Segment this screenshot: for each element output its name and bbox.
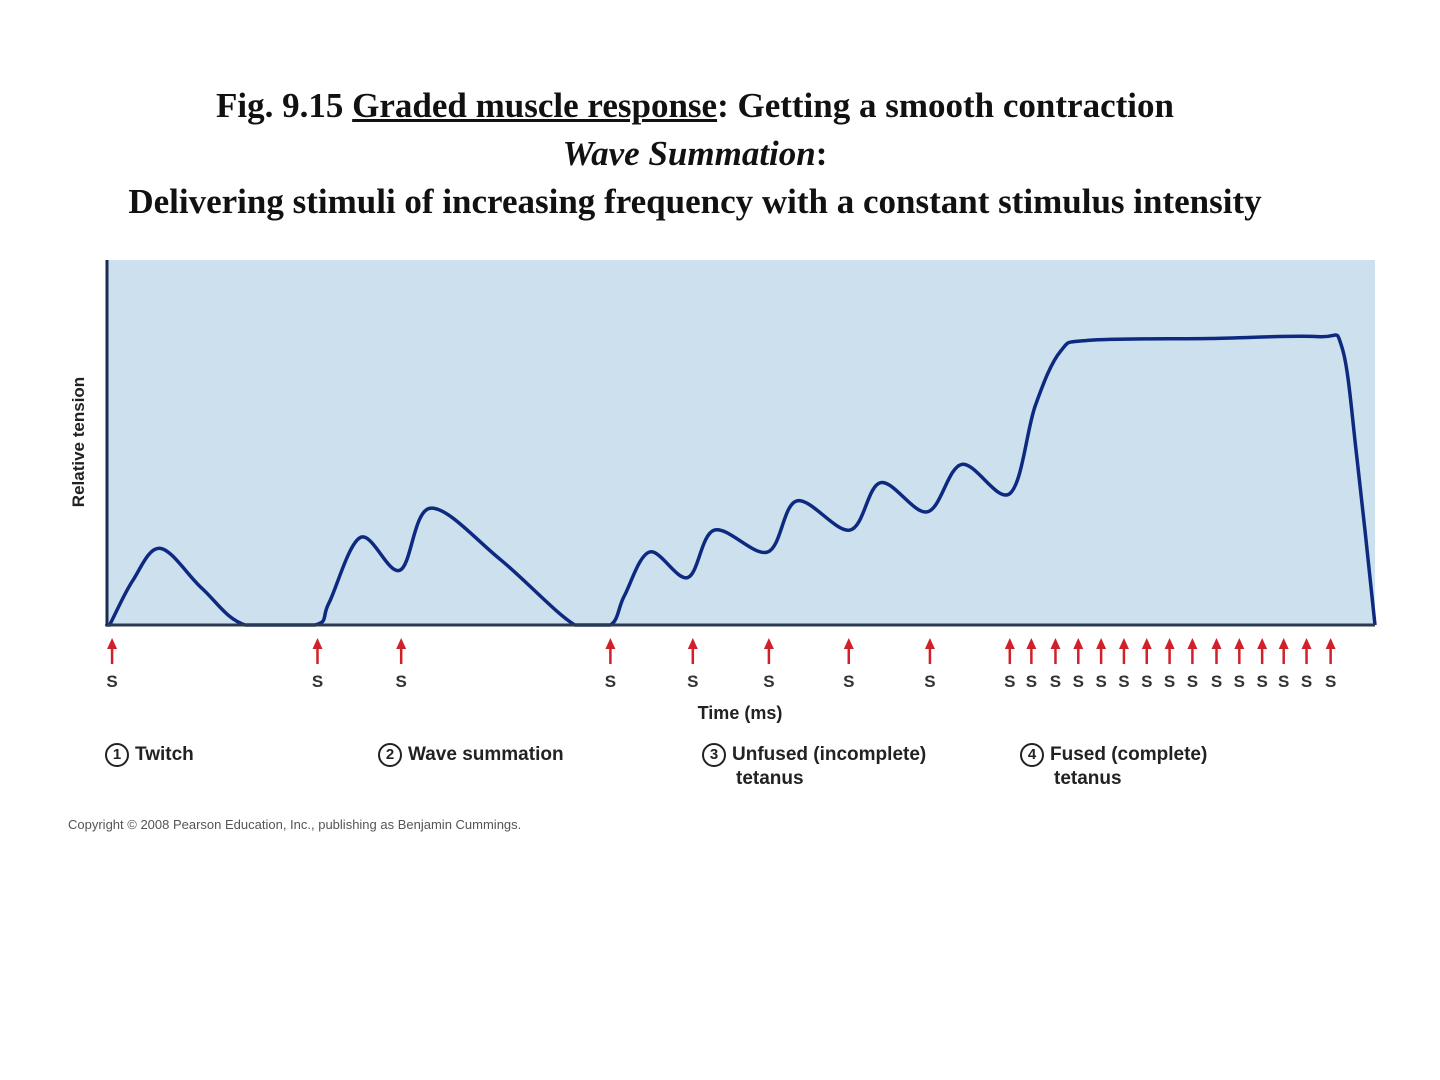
stimulus-arrowhead-icon xyxy=(1257,638,1268,649)
phase-label-line2: tetanus xyxy=(736,768,804,790)
phase-label: Unfused (incomplete) xyxy=(732,744,927,766)
title-underlined: Graded muscle response xyxy=(352,86,718,125)
stimulus-arrowhead-icon xyxy=(312,638,323,649)
stimulus-arrowhead-icon xyxy=(1164,638,1175,649)
stimulus-marker: S xyxy=(1256,638,1268,691)
stimulus-marker: S xyxy=(396,638,407,691)
stimulus-arrowhead-icon xyxy=(1004,638,1015,649)
stimulus-label: S xyxy=(1118,672,1129,691)
stimulus-arrowhead-icon xyxy=(843,638,854,649)
stimulus-marker: S xyxy=(1234,638,1245,691)
stimulus-marker: S xyxy=(1211,638,1222,691)
stimulus-marker: S xyxy=(1187,638,1198,691)
stimulus-arrowhead-icon xyxy=(1234,638,1245,649)
stimulus-arrowhead-icon xyxy=(1325,638,1336,649)
stimulus-marker: S xyxy=(1118,638,1130,691)
stimulus-label: S xyxy=(1278,672,1289,691)
stimulus-label: S xyxy=(1325,672,1336,691)
stimulus-label: S xyxy=(1141,672,1152,691)
stimulus-marker: S xyxy=(687,638,698,691)
stimulus-arrowhead-icon xyxy=(107,638,118,649)
stimulus-label: S xyxy=(1026,672,1037,691)
phase-4-legend: 4 Fused (complete) tetanus xyxy=(1020,743,1207,791)
stimulus-marker: S xyxy=(1050,638,1061,691)
stimulus-label: S xyxy=(396,672,407,691)
phase-number: 3 xyxy=(702,743,726,767)
stimulus-marker: S xyxy=(605,638,616,691)
subtitle-suffix: : xyxy=(815,134,828,173)
subtitle-italic: Wave Summation xyxy=(562,134,816,173)
phase-label-line2: tetanus xyxy=(1054,768,1122,790)
stimulus-arrowhead-icon xyxy=(1050,638,1061,649)
stimulus-arrowhead-icon xyxy=(1073,638,1084,649)
stimulus-marker: S xyxy=(1004,638,1015,691)
stimulus-label: S xyxy=(924,672,935,691)
title-suffix: : Getting a smooth contraction xyxy=(717,86,1174,125)
phase-label: Twitch xyxy=(135,744,194,766)
phase-label: Wave summation xyxy=(408,744,564,766)
stimulus-label: S xyxy=(1256,672,1267,691)
stimulus-label: S xyxy=(1211,672,1222,691)
stimulus-marker: S xyxy=(843,638,854,691)
stimulus-marker: S xyxy=(1095,638,1107,691)
stimulus-marker: S xyxy=(312,638,323,691)
phase-number: 1 xyxy=(105,743,129,767)
stimulus-arrowhead-icon xyxy=(605,638,616,649)
stimulus-arrowhead-icon xyxy=(1141,638,1152,649)
stimulus-label: S xyxy=(106,672,117,691)
stimulus-label: S xyxy=(1301,672,1312,691)
stimulus-arrowhead-icon xyxy=(1278,638,1289,649)
stimulus-arrowhead-icon xyxy=(1187,638,1198,649)
stimulus-label: S xyxy=(312,672,323,691)
stimulus-marker: S xyxy=(1301,638,1312,691)
stimulus-label: S xyxy=(687,672,698,691)
stimulus-label: S xyxy=(1187,672,1198,691)
stimulus-arrowhead-icon xyxy=(1096,638,1107,649)
stimulus-marker: S xyxy=(1325,638,1336,691)
stimulus-marker: S xyxy=(1073,638,1084,691)
stimulus-marker: S xyxy=(1141,638,1152,691)
plot-background xyxy=(107,260,1375,625)
stimulus-label: S xyxy=(1164,672,1175,691)
phase-2-legend: 2 Wave summation xyxy=(378,743,564,767)
stimulus-marker: S xyxy=(924,638,936,691)
phase-label: Fused (complete) xyxy=(1050,744,1208,766)
stimulus-label: S xyxy=(1234,672,1245,691)
stimulus-arrowhead-icon xyxy=(1211,638,1222,649)
stimulus-label: S xyxy=(605,672,616,691)
phase-number: 2 xyxy=(378,743,402,767)
stimulus-arrowhead-icon xyxy=(396,638,407,649)
stimulus-arrowhead-icon xyxy=(1301,638,1312,649)
phase-1-legend: 1 Twitch xyxy=(105,743,194,767)
x-axis-label: Time (ms) xyxy=(698,703,783,723)
stimulus-label: S xyxy=(1004,672,1015,691)
figure-title: Fig. 9.15 Graded muscle response: Gettin… xyxy=(0,86,1390,126)
stimulus-arrowhead-icon xyxy=(1118,638,1129,649)
stimulus-marker: S xyxy=(1278,638,1289,691)
phase-3-legend: 3 Unfused (incomplete) tetanus xyxy=(702,743,926,791)
figure-description: Delivering stimuli of increasing frequen… xyxy=(128,182,1262,221)
stimulus-arrowhead-icon xyxy=(763,638,774,649)
stimulus-label: S xyxy=(763,672,774,691)
stimulus-label: S xyxy=(1073,672,1084,691)
copyright-notice: Copyright © 2008 Pearson Education, Inc.… xyxy=(68,817,522,832)
stimulus-marker: S xyxy=(763,638,775,691)
phase-number: 4 xyxy=(1020,743,1044,767)
stimulus-label: S xyxy=(1095,672,1106,691)
stimulus-marker: S xyxy=(1164,638,1175,691)
stimulus-marker: S xyxy=(1026,638,1037,691)
stimulus-arrowhead-icon xyxy=(1026,638,1037,649)
y-axis-label: Relative tension xyxy=(69,377,88,507)
figure-subtitle: Wave Summation: xyxy=(0,134,1390,174)
title-prefix: Fig. 9.15 xyxy=(216,86,353,125)
stimulus-arrowhead-icon xyxy=(924,638,935,649)
stimulus-arrowhead-icon xyxy=(687,638,698,649)
stimulus-label: S xyxy=(1050,672,1061,691)
stimulus-label: S xyxy=(843,672,854,691)
stimulus-marker: S xyxy=(106,638,118,691)
